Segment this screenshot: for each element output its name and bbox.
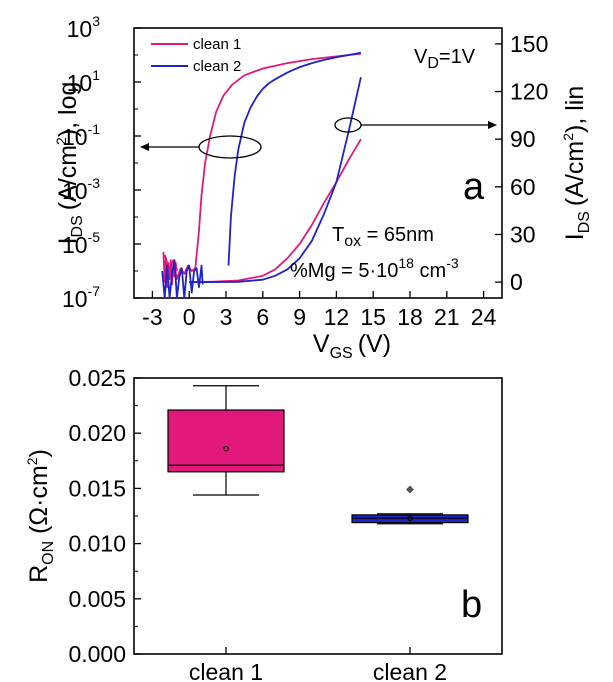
a-x-tick-label: 6 (256, 304, 269, 330)
legend-label-clean-1: clean 1 (193, 36, 241, 53)
b-y-tick-label: 0.015 (68, 475, 126, 501)
a-series-clean-1-log (163, 52, 361, 281)
panel-a-y-right-label: IDS(A/cm2), lin (560, 86, 593, 241)
panel-a-y-left-ticks: 103 101 10-1 10-3 10-5 10-7 (62, 13, 141, 312)
b-y-tick-label: 0.020 (68, 420, 126, 446)
mean-marker (407, 515, 413, 521)
panel-b-y-ticks: 0.025 0.020 0.015 0.010 0.005 0.000 (68, 365, 141, 667)
a-y-left-tick-label: 10-5 (62, 229, 100, 258)
panel-a-label: a (463, 166, 485, 208)
b-y-tick-label: 0.025 (68, 365, 126, 391)
a-series-clean-2-log (227, 51, 362, 266)
b-y-tick-label: 0.000 (68, 641, 126, 667)
a-y-right-tick-label: 120 (510, 79, 548, 105)
mg-annotation: %Mg = 5·1018 cm-3 (290, 255, 459, 282)
panel-a-y-right-ticks: 150 120 90 60 30 0 (495, 31, 548, 295)
lin-axis-indicator-ellipse (334, 117, 362, 133)
a-y-left-tick-label: 10-3 (62, 175, 100, 204)
a-x-tick-label: 15 (360, 304, 386, 330)
panel-b-y-label: RON (Ω·cm2) (24, 449, 57, 583)
panel-a-series (161, 51, 362, 299)
a-y-right-tick-label: 60 (510, 174, 536, 200)
a-series-clean-2-log-noise (161, 259, 204, 299)
a-x-tick-label: 21 (434, 304, 460, 330)
panel-b-x-ticks: clean 1 clean 2 (189, 647, 447, 682)
a-x-tick-label: 12 (324, 304, 350, 330)
a-y-left-tick-label: 103 (67, 13, 101, 42)
panel-b-label: b (461, 584, 482, 626)
log-axis-arrowhead (140, 143, 149, 151)
a-x-tick-label: 9 (293, 304, 306, 330)
a-series-clean-2-lin (189, 77, 362, 284)
lin-axis-arrowhead (488, 121, 497, 129)
a-y-left-tick-label: 101 (67, 67, 101, 96)
a-x-tick-label: 18 (397, 304, 423, 330)
b-x-tick-label: clean 1 (189, 659, 263, 682)
b-y-tick-label: 0.005 (68, 586, 126, 612)
a-y-left-tick-label: 10-7 (62, 283, 100, 312)
a-y-left-tick-label: 10-1 (62, 121, 100, 150)
panel-a-x-label: VGS (V) (313, 330, 391, 362)
mean-marker (223, 445, 229, 452)
a-y-right-tick-label: 0 (510, 269, 523, 295)
b-x-tick-label: clean 2 (373, 659, 447, 682)
a-x-tick-label: 3 (220, 304, 233, 330)
a-y-right-tick-label: 90 (510, 126, 536, 152)
vd-annotation: VD=1V (414, 46, 476, 72)
legend-label-clean-2: clean 2 (193, 58, 241, 75)
panel-b-boxes (167, 385, 469, 525)
panel-a-y-left-label: IDS(A/cm2), log (53, 82, 86, 245)
panel-a-x-ticks: -3 0 3 6 9 12 15 18 21 24 (142, 291, 497, 330)
a-y-right-tick-label: 30 (510, 221, 536, 247)
panel-a-legend: clean 1 clean 2 (151, 36, 241, 75)
a-x-tick-label: 0 (183, 304, 196, 330)
a-y-right-tick-label: 150 (510, 31, 548, 57)
a-series-clean-1-lin (189, 138, 362, 283)
box-clean-1 (167, 385, 285, 496)
panel-a: -3 0 3 6 9 12 15 18 21 24 10310110-110-310-510-7 … (53, 13, 593, 362)
a-x-tick-label: -3 (142, 304, 162, 330)
b-y-tick-label: 0.010 (68, 531, 126, 557)
outlier-marker (406, 485, 414, 494)
box-clean-2 (351, 485, 469, 525)
a-x-tick-label: 24 (471, 304, 497, 330)
box-body (167, 409, 285, 473)
panel-a-plot-area (161, 51, 362, 299)
tox-annotation: Tox = 65nm (332, 224, 434, 250)
